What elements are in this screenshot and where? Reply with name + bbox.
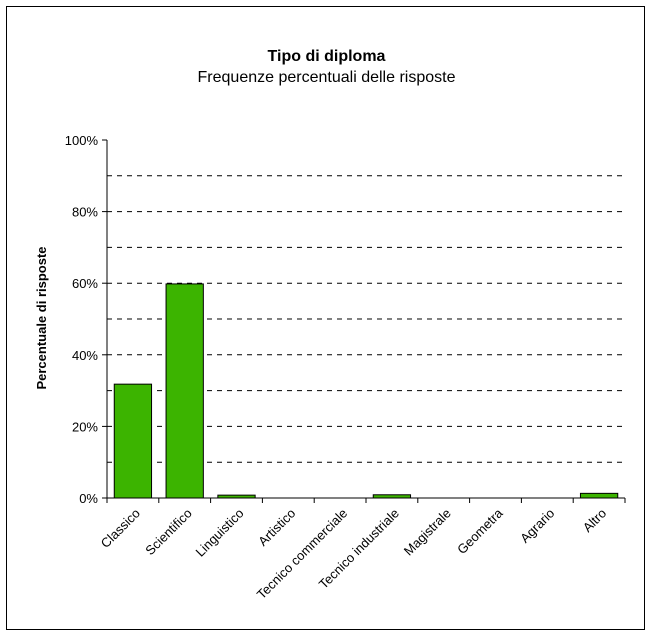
chart-subtitle: Frequenze percentuali delle risposte [197,69,456,86]
bars [113,283,619,499]
axes [102,139,626,503]
x-tick-label: Altro [580,506,610,536]
y-tick-label: 0% [79,491,98,506]
y-tick-label: 60% [72,276,98,291]
chart-title: Tipo di diploma [267,48,386,65]
y-tick-label: 80% [72,205,98,220]
x-tick-label: Geometra [454,505,506,557]
x-tick-label: Magistrale [401,506,454,559]
gridlines [107,175,625,463]
bar-scientifico [165,283,204,499]
x-tick-label: Linguistico [193,506,247,560]
x-tick-label: Scientifico [142,506,195,559]
bar-altro [579,492,619,499]
x-tick-label: Classico [98,506,143,551]
bar-classico [113,383,153,499]
x-tick-label: Artistico [255,506,298,549]
y-tick-label: 100% [65,133,99,148]
x-tick-label: Agrario [517,506,557,546]
chart-frame [6,6,645,630]
y-tick-label: 40% [72,348,98,363]
tick-labels: 0% 20% 40% 60% 80% 100% Classico ScientificoLin… [65,133,609,602]
y-axis-title: Percentuale di risposte [34,246,49,389]
x-tick-label: Tecnico commerciale [254,506,350,602]
y-tick-label: 20% [72,419,98,434]
